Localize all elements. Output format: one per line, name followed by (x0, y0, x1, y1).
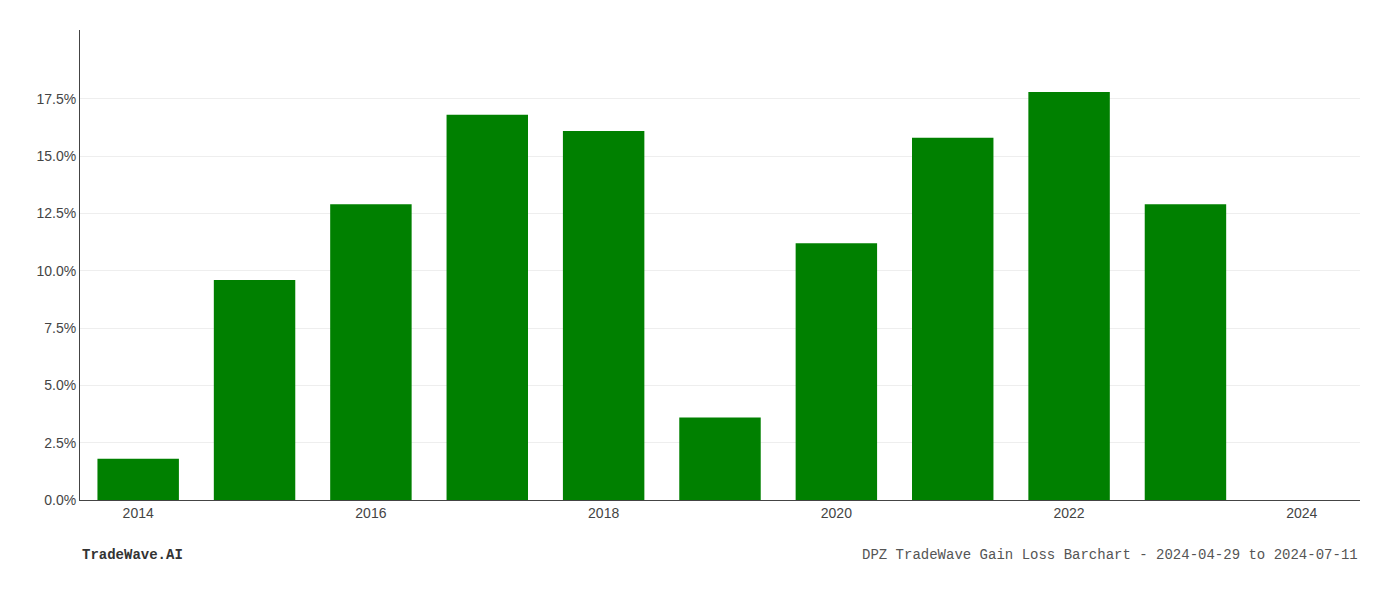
svg-text:2016: 2016 (355, 505, 386, 521)
svg-text:17.5%: 17.5% (36, 91, 76, 107)
svg-text:10.0%: 10.0% (36, 263, 76, 279)
svg-text:DPZ TradeWave Gain Loss Barcha: DPZ TradeWave Gain Loss Barchart - 2024-… (862, 547, 1358, 563)
svg-text:2.5%: 2.5% (44, 435, 76, 451)
svg-text:12.5%: 12.5% (36, 205, 76, 221)
svg-text:2020: 2020 (821, 505, 852, 521)
svg-text:TradeWave.AI: TradeWave.AI (82, 547, 183, 563)
svg-text:2014: 2014 (123, 505, 154, 521)
svg-text:15.0%: 15.0% (36, 148, 76, 164)
svg-text:2018: 2018 (588, 505, 619, 521)
svg-text:2024: 2024 (1286, 505, 1317, 521)
svg-text:2022: 2022 (1054, 505, 1085, 521)
svg-text:7.5%: 7.5% (44, 320, 76, 336)
svg-text:0.0%: 0.0% (44, 492, 76, 508)
svg-text:5.0%: 5.0% (44, 377, 76, 393)
